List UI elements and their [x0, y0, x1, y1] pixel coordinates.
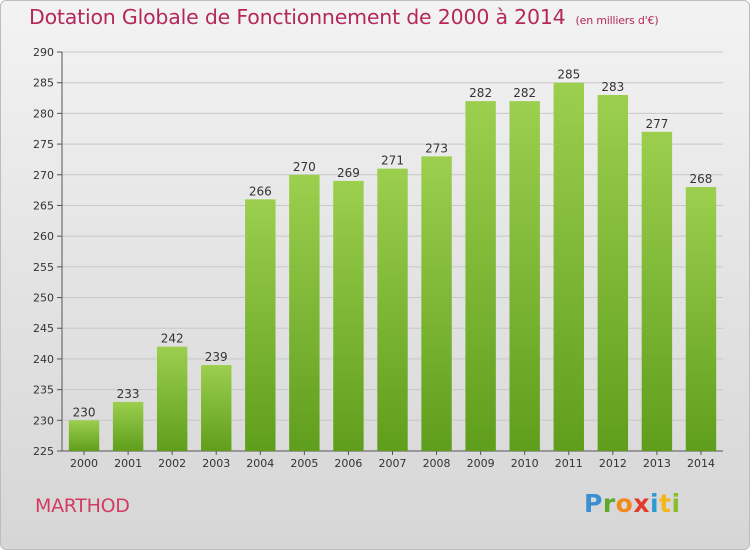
x-tick-label-2013: 2013 [643, 457, 671, 470]
data-label-2007: 271 [381, 154, 404, 168]
chart-title: Dotation Globale de Fonctionnement de 20… [29, 5, 659, 29]
brand-letter: i [671, 489, 681, 518]
bar-2001 [112, 401, 144, 451]
data-label-2005: 270 [293, 160, 316, 174]
x-tick-label-2005: 2005 [290, 457, 318, 470]
data-label-2006: 269 [337, 166, 360, 180]
bar-2007 [377, 168, 408, 451]
brand-letter: x [633, 489, 650, 518]
bar-2008 [421, 156, 452, 451]
y-tick-label: 250 [33, 292, 54, 305]
x-tick-label-2001: 2001 [114, 457, 142, 470]
data-label-2014: 268 [690, 172, 713, 186]
y-tick-label: 225 [33, 445, 54, 458]
data-label-2003: 239 [205, 350, 228, 364]
bar-2005 [289, 174, 320, 451]
data-label-2012: 283 [601, 80, 624, 94]
bar-2003 [201, 365, 232, 451]
x-tick-label-2008: 2008 [423, 457, 451, 470]
x-tick-label-2014: 2014 [687, 457, 715, 470]
brand-letter: P [584, 489, 603, 518]
data-label-2013: 277 [645, 117, 668, 131]
brand-logo: Proxiti [584, 489, 681, 518]
bar-2011 [553, 82, 584, 451]
bar-2002 [156, 346, 188, 451]
chart-title-text: Dotation Globale de Fonctionnement de 20… [29, 5, 566, 29]
data-labels: 230 233 242 239 266 270 269 271 273 282 282 285 283 2… [73, 68, 713, 420]
commune-name: MARTHOD [35, 495, 130, 517]
brand-letter: t [659, 489, 672, 518]
bar-2014 [685, 187, 717, 452]
x-tick-label-2009: 2009 [467, 457, 495, 470]
data-label-2000: 230 [73, 405, 96, 419]
bars [68, 82, 717, 452]
data-label-2004: 266 [249, 184, 272, 198]
bar-2010 [509, 101, 540, 451]
data-label-2002: 242 [161, 332, 184, 346]
data-label-2009: 282 [469, 86, 492, 100]
bar-2004 [245, 199, 276, 451]
x-tick-label-2011: 2011 [555, 457, 583, 470]
y-tick-label: 275 [33, 138, 54, 151]
x-tick-label-2012: 2012 [599, 457, 627, 470]
bar-2006 [333, 180, 364, 451]
y-tick-label: 280 [33, 107, 54, 120]
x-tick-label-2004: 2004 [246, 457, 274, 470]
x-tick-label-2007: 2007 [379, 457, 407, 470]
x-tick-label-2010: 2010 [511, 457, 539, 470]
x-tick-label-2002: 2002 [158, 457, 186, 470]
y-tick-label: 230 [33, 414, 54, 427]
y-tick-label: 260 [33, 230, 54, 243]
data-label-2010: 282 [513, 86, 536, 100]
y-tick-label: 290 [33, 46, 54, 59]
y-tick-label: 240 [33, 353, 54, 366]
x-tick-label-2006: 2006 [334, 457, 362, 470]
x-tick-label-2003: 2003 [202, 457, 230, 470]
y-tick-label: 245 [33, 322, 54, 335]
chart-subtitle: (en milliers d'€) [575, 14, 659, 27]
brand-letter: i [650, 489, 660, 518]
bar-2009 [465, 101, 496, 451]
brand-letter: o [615, 489, 634, 518]
brand-letter: r [602, 489, 616, 518]
y-tick-label: 270 [33, 169, 54, 182]
y-tick-label: 285 [33, 77, 54, 90]
data-label-2008: 273 [425, 141, 448, 155]
y-tick-label: 235 [33, 384, 54, 397]
data-label-2011: 285 [557, 68, 580, 82]
bar-2000 [68, 420, 100, 451]
data-label-2001: 233 [117, 387, 140, 401]
y-tick-label: 265 [33, 199, 54, 212]
y-tick-label: 255 [33, 261, 54, 274]
x-tick-label-2000: 2000 [70, 457, 98, 470]
bar-2013 [641, 131, 673, 452]
bar-2012 [597, 94, 629, 451]
